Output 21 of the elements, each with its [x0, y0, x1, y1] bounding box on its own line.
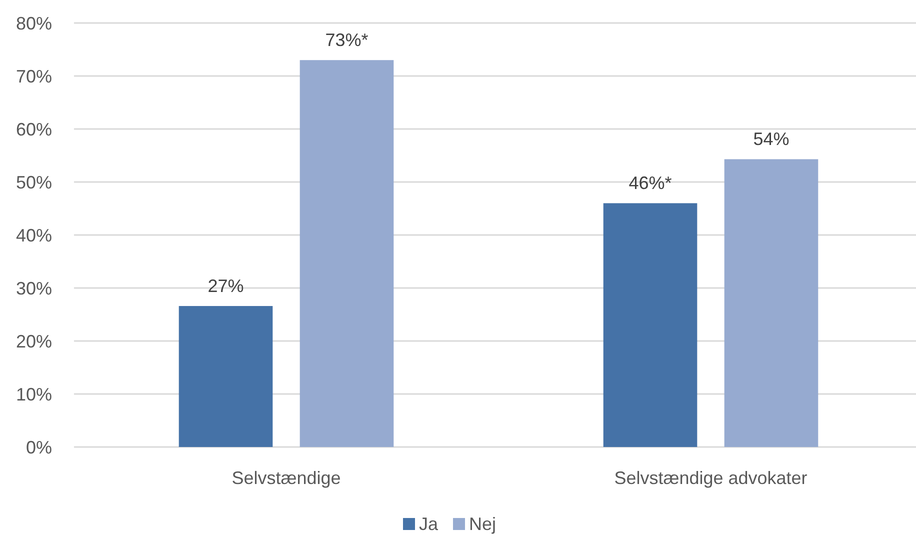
bar: [603, 203, 698, 447]
y-tick-label: 30%: [16, 278, 52, 298]
y-tick-label: 20%: [16, 331, 52, 352]
bar: [178, 306, 273, 447]
data-label: 54%: [753, 129, 790, 150]
x-tick-label: Selvstændige: [232, 468, 341, 488]
y-tick-label: 80%: [16, 13, 52, 34]
bar: [300, 60, 394, 447]
data-label: 46%*: [628, 173, 672, 194]
y-tick-label: 40%: [16, 225, 52, 246]
y-tick-label: 60%: [16, 119, 52, 140]
y-tick-label: 50%: [16, 172, 52, 192]
data-label: 27%: [208, 276, 244, 296]
data-label: 73%*: [325, 30, 368, 50]
x-tick-label: Selvstændige advokater: [614, 468, 808, 488]
y-tick-label: 10%: [16, 384, 52, 404]
y-tick-label: 0%: [26, 437, 52, 458]
y-tick-label: 70%: [16, 66, 52, 86]
legend-label: Ja: [419, 514, 439, 534]
bar: [724, 159, 818, 447]
legend-label: Nej: [469, 514, 496, 534]
